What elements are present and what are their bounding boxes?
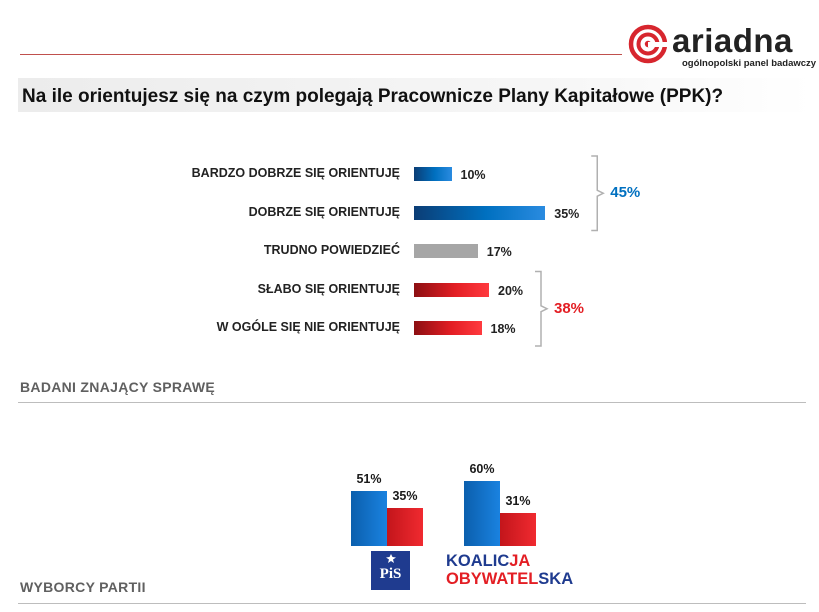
bar xyxy=(414,282,489,297)
category-label: SŁABO SIĘ ORIENTUJĘ xyxy=(257,281,400,296)
section-divider-voters xyxy=(18,603,806,604)
value-label: 20% xyxy=(498,283,524,298)
party-value-label: 60% xyxy=(469,462,495,477)
ko-logo-line1-part2: JA xyxy=(509,552,531,570)
group-total-label: 45% xyxy=(610,184,641,202)
group-bracket xyxy=(535,270,549,347)
ariadna-logo: ariadna ogólnopolski panel badawczy xyxy=(628,22,817,72)
category-label: TRUDNO POWIEDZIEĆ xyxy=(263,243,400,257)
eagle-icon xyxy=(386,554,396,563)
logo-wordmark: ariadna xyxy=(672,22,793,59)
ko-logo-line1-part1: KOALIC xyxy=(446,552,510,570)
category-label: DOBRZE SIĘ ORIENTUJĘ xyxy=(248,204,400,219)
value-label: 18% xyxy=(490,322,516,336)
header-divider xyxy=(20,54,622,55)
ko-logo-line2: OBYWATELSKA xyxy=(446,570,586,588)
ariadna-spiral-icon xyxy=(628,24,668,64)
chart-title: Na ile orientujesz się na czym polegają … xyxy=(22,86,724,107)
party-bar xyxy=(351,490,387,546)
party-bar xyxy=(464,481,500,546)
party-bar xyxy=(387,508,423,546)
value-label: 35% xyxy=(554,206,580,221)
ko-logo-line2-part2: SKA xyxy=(538,570,574,588)
bar xyxy=(414,167,452,181)
category-label: BARDZO DOBRZE SIĘ ORIENTUJĘ xyxy=(191,166,400,180)
category-label: W OGÓLE SIĘ NIE ORIENTUJĘ xyxy=(216,320,400,334)
bar xyxy=(414,244,478,258)
value-label: 17% xyxy=(486,245,512,259)
party-value-label: 51% xyxy=(356,471,382,486)
ko-logo-line1: KOALICJA xyxy=(446,552,586,570)
ko-logo: KOALICJA OBYWATELSKA xyxy=(446,552,586,588)
party-value-label: 31% xyxy=(505,493,531,508)
title-band xyxy=(18,78,813,112)
logo-tagline: ogólnopolski panel badawczy xyxy=(682,58,817,69)
section-label-voters: WYBORCY PARTII xyxy=(20,579,146,595)
ko-logo-line2-part1: OBYWATEL xyxy=(446,570,539,588)
bar xyxy=(414,205,546,220)
pis-logo-text: PiS xyxy=(379,566,402,582)
party-value-label: 35% xyxy=(392,489,418,504)
value-label: 10% xyxy=(460,168,486,182)
pis-logo: PiS xyxy=(371,551,410,590)
section-divider-informed xyxy=(18,402,806,403)
bar xyxy=(414,321,482,335)
section-label-informed: BADANI ZNAJĄCY SPRAWĘ xyxy=(20,379,216,395)
group-total-label: 38% xyxy=(554,299,585,317)
group-bracket xyxy=(591,155,605,232)
party-bar xyxy=(500,512,536,546)
